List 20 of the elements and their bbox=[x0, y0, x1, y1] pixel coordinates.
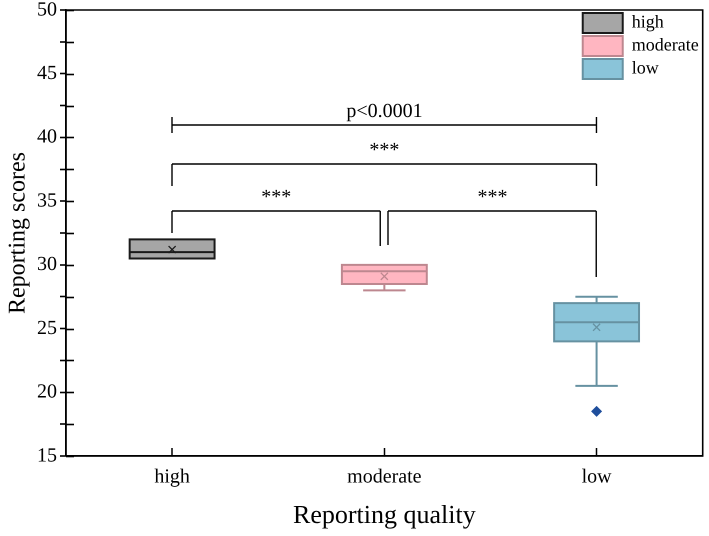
y-tick-label: 15 bbox=[37, 444, 57, 466]
y-tick-label: 25 bbox=[37, 316, 57, 339]
x-tick-label: moderate bbox=[347, 465, 422, 488]
annotation: *** bbox=[261, 186, 292, 208]
x-tick-label: low bbox=[582, 465, 612, 488]
y-tick-label: 50 bbox=[37, 0, 57, 20]
y-tick-label: 40 bbox=[37, 126, 57, 148]
y-tick-label: 30 bbox=[37, 253, 57, 276]
annotation: *** bbox=[369, 139, 400, 161]
annotation: p<0.0001 bbox=[346, 100, 423, 122]
y-axis-title: Reporting scores bbox=[4, 152, 31, 314]
legend-label: moderate bbox=[632, 34, 699, 55]
y-tick-label: 20 bbox=[37, 380, 57, 403]
legend-label: low bbox=[632, 58, 659, 78]
y-tick-label: 35 bbox=[37, 189, 57, 212]
legend-label: high bbox=[632, 12, 664, 32]
annotation: *** bbox=[477, 186, 508, 208]
y-tick-label: 45 bbox=[37, 62, 57, 84]
x-tick-label: high bbox=[154, 465, 190, 488]
x-axis-title: Reporting quality bbox=[293, 500, 476, 530]
